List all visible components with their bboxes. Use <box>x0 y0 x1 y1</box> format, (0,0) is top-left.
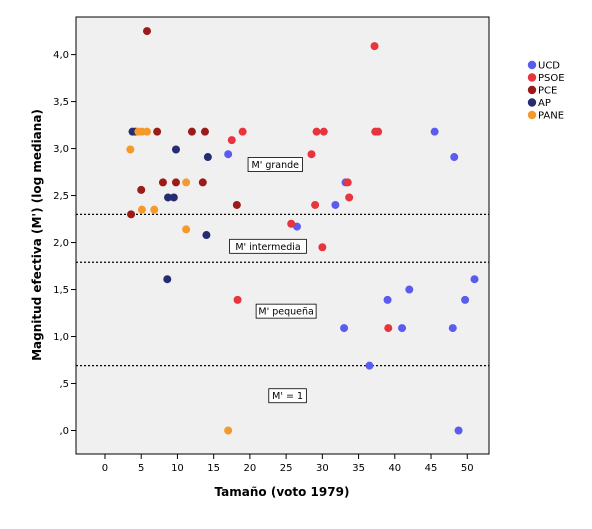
data-point-ucd <box>430 127 439 136</box>
x-tick-label: 10 <box>171 463 184 474</box>
data-point-pce <box>143 27 152 36</box>
data-point-psoe <box>238 127 247 136</box>
data-point-pce <box>232 200 241 209</box>
y-tick-label: ,5 <box>59 379 69 390</box>
data-point-ucd <box>340 324 349 333</box>
data-point-pce <box>171 178 180 187</box>
legend-marker <box>527 73 537 82</box>
data-point-ap <box>164 193 173 202</box>
legend-label: AP <box>538 98 551 109</box>
legend-marker <box>527 60 537 70</box>
data-point-ucd <box>405 285 414 294</box>
annotation-label: M' intermedia <box>235 242 300 253</box>
y-tick-label: 4,0 <box>53 50 69 61</box>
data-point-ap <box>203 153 212 162</box>
legend-marker <box>527 98 537 107</box>
data-point-psoe <box>311 200 320 209</box>
data-point-psoe <box>384 324 393 333</box>
annotation-label: M' pequeña <box>258 307 313 318</box>
data-point-psoe <box>287 219 296 228</box>
x-tick-label: 45 <box>425 463 438 474</box>
data-point-pane <box>182 178 191 187</box>
annotation-box: M' = 1 <box>268 388 307 404</box>
y-tick-label: 2,5 <box>53 191 69 202</box>
legend-marker <box>527 110 537 120</box>
x-tick-label: 5 <box>138 463 144 474</box>
data-point-pane <box>137 205 146 214</box>
y-tick-label: 1,0 <box>53 332 69 343</box>
data-point-ucd <box>331 200 340 209</box>
annotation-frame <box>229 238 307 254</box>
annotation-frame <box>268 388 307 404</box>
data-point-ap <box>202 231 211 240</box>
annotation-label: M' = 1 <box>272 391 303 402</box>
y-tick-label: 1,5 <box>53 285 69 296</box>
data-point-ucd <box>454 426 463 435</box>
x-tick-label: 40 <box>388 463 401 474</box>
data-point-pce <box>187 127 196 136</box>
data-point-pane <box>150 205 159 214</box>
data-point-ap <box>163 275 172 284</box>
data-point-psoe <box>343 178 352 187</box>
data-point-pce <box>137 185 146 194</box>
data-point-ucd <box>450 153 459 162</box>
legend-label: UCD <box>538 61 560 72</box>
data-point-ucd <box>398 324 407 333</box>
annotation-box: M' intermedia <box>229 238 307 254</box>
annotation-label: M' grande <box>252 160 300 171</box>
annotation-frame <box>247 157 303 172</box>
data-point-psoe <box>374 127 383 136</box>
annotation-frame <box>255 303 317 319</box>
data-point-psoe <box>345 193 354 202</box>
y-axis-title: Magnitud efectiva (M') (log mediana) <box>30 109 44 361</box>
data-point-pce <box>153 127 162 136</box>
x-tick-label: 25 <box>280 463 293 474</box>
x-tick-label: 30 <box>316 463 329 474</box>
data-point-pane <box>126 145 135 154</box>
y-tick-label: 3,0 <box>53 144 69 155</box>
legend-label: PCE <box>538 86 557 97</box>
data-point-psoe <box>312 127 321 136</box>
data-point-ap <box>171 145 180 154</box>
data-point-pce <box>158 178 167 187</box>
y-tick-label: 3,5 <box>53 97 69 108</box>
data-point-pce <box>198 178 207 187</box>
data-point-pane <box>143 127 152 136</box>
data-point-pane <box>182 225 191 234</box>
data-point-ucd <box>470 275 479 284</box>
data-point-ucd <box>224 150 233 159</box>
data-point-ap <box>128 127 137 136</box>
x-tick-label: 50 <box>461 463 474 474</box>
x-tick-label: 35 <box>352 463 365 474</box>
data-point-ucd <box>383 295 392 304</box>
x-axis-title: Tamaño (voto 1979) <box>215 485 350 499</box>
data-point-ucd <box>365 361 374 370</box>
x-tick-label: 0 <box>102 463 108 474</box>
data-point-ucd <box>461 295 470 304</box>
annotation-box: M' grande <box>247 157 303 172</box>
data-point-psoe <box>233 295 242 304</box>
data-point-ucd <box>448 324 457 333</box>
annotation-box: M' pequeña <box>255 303 317 319</box>
data-point-pane <box>224 426 233 435</box>
data-point-psoe <box>370 42 379 51</box>
legend-label: PSOE <box>538 73 565 84</box>
x-tick-label: 15 <box>207 463 220 474</box>
x-tick-label: 20 <box>244 463 257 474</box>
legend-marker <box>527 85 537 95</box>
data-point-psoe <box>319 127 328 136</box>
legend-label: PANE <box>538 111 564 122</box>
y-tick-label: ,0 <box>59 426 69 437</box>
y-tick-label: 2,0 <box>53 238 69 249</box>
data-point-psoe <box>307 150 316 159</box>
data-point-psoe <box>227 136 236 145</box>
data-point-pce <box>200 127 209 136</box>
data-point-psoe <box>318 243 327 252</box>
plot-area <box>75 16 490 455</box>
data-point-pce <box>127 210 136 219</box>
data-point-ap <box>169 193 178 202</box>
